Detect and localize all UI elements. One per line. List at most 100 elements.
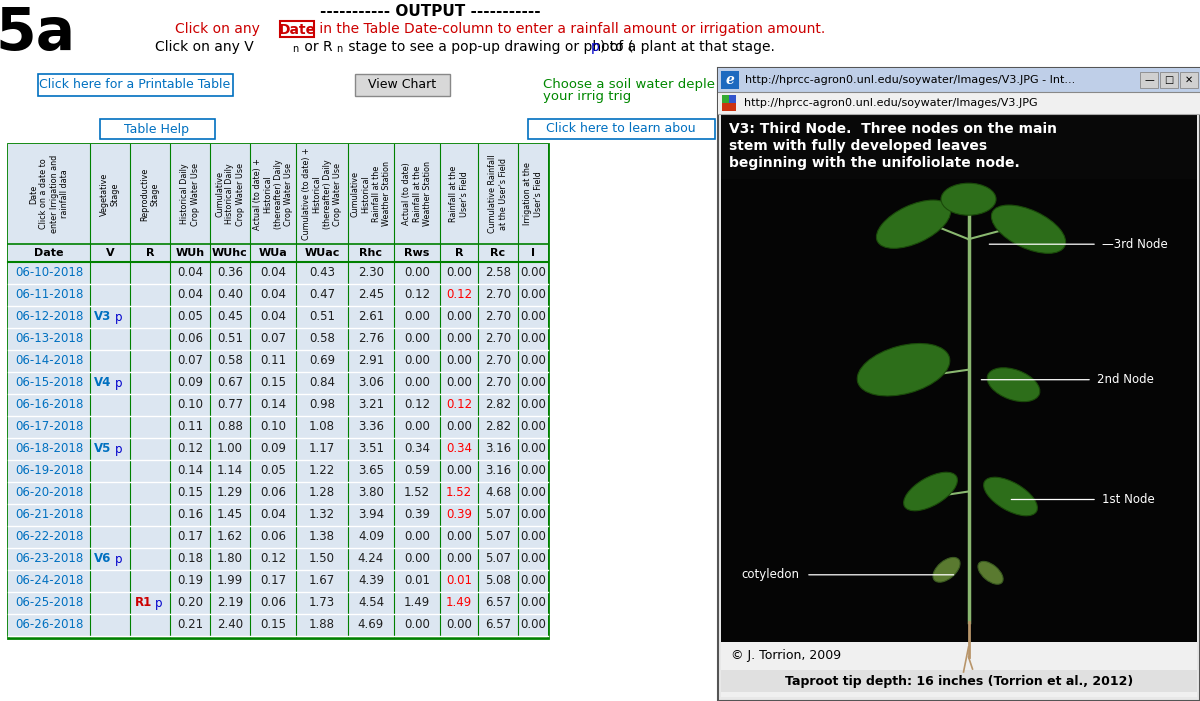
Text: 0.00: 0.00: [520, 465, 546, 477]
Text: Rc: Rc: [491, 248, 505, 258]
Bar: [718, 68, 1200, 92]
Text: 06-15-2018: 06-15-2018: [14, 376, 83, 390]
Text: 0.00: 0.00: [446, 531, 472, 543]
Ellipse shape: [876, 200, 950, 248]
Text: 0.04: 0.04: [260, 311, 286, 323]
Text: 1.32: 1.32: [308, 508, 335, 522]
Text: 0.00: 0.00: [404, 266, 430, 280]
Bar: [8, 438, 548, 460]
Text: 5.07: 5.07: [485, 508, 511, 522]
Text: 0.01: 0.01: [404, 575, 430, 587]
Text: 2.45: 2.45: [358, 289, 384, 301]
Text: 0.00: 0.00: [446, 465, 472, 477]
Ellipse shape: [904, 472, 958, 511]
Text: 0.06: 0.06: [260, 486, 286, 500]
Text: 5a: 5a: [0, 5, 76, 62]
Text: 06-11-2018: 06-11-2018: [14, 289, 83, 301]
Text: 0.00: 0.00: [446, 618, 472, 632]
Text: 0.88: 0.88: [217, 421, 242, 433]
Text: p: p: [155, 597, 163, 609]
Text: 0.00: 0.00: [520, 597, 546, 609]
Bar: [1140, 72, 1158, 88]
Bar: [8, 460, 548, 482]
Text: 06-16-2018: 06-16-2018: [14, 398, 83, 411]
Bar: [8, 614, 548, 636]
Text: 0.00: 0.00: [404, 421, 430, 433]
Bar: [8, 592, 548, 614]
Ellipse shape: [941, 183, 996, 215]
Text: 2.40: 2.40: [217, 618, 244, 632]
Text: WUac: WUac: [305, 248, 340, 258]
Text: 6.57: 6.57: [485, 597, 511, 609]
Text: 1.45: 1.45: [217, 508, 244, 522]
Text: p: p: [115, 442, 122, 456]
Text: Rhc: Rhc: [360, 248, 383, 258]
Ellipse shape: [991, 205, 1066, 253]
Text: WUa: WUa: [259, 248, 287, 258]
Text: Click on any: Click on any: [175, 22, 264, 36]
Text: 06-19-2018: 06-19-2018: [14, 465, 83, 477]
Text: 0.20: 0.20: [178, 597, 203, 609]
Text: 0.47: 0.47: [308, 289, 335, 301]
Text: 0.39: 0.39: [404, 508, 430, 522]
Text: 06-21-2018: 06-21-2018: [14, 508, 83, 522]
Text: 0.00: 0.00: [446, 266, 472, 280]
Bar: [8, 372, 548, 394]
Text: 0.07: 0.07: [260, 332, 286, 346]
Bar: [8, 504, 548, 526]
Text: http://hprcc-agron0.unl.edu/soywater/Images/V3.JPG - Int...: http://hprcc-agron0.unl.edu/soywater/Ima…: [745, 75, 1075, 85]
Text: 0.67: 0.67: [217, 376, 244, 390]
Text: 0.58: 0.58: [310, 332, 335, 346]
Bar: [721, 670, 1198, 692]
Text: 0.00: 0.00: [520, 355, 546, 367]
Text: http://hprcc-agron0.unl.edu/soywater/Images/V3.JPG: http://hprcc-agron0.unl.edu/soywater/Ima…: [744, 98, 1038, 108]
Text: 0.11: 0.11: [260, 355, 286, 367]
Text: R1: R1: [134, 597, 151, 609]
Text: 06-10-2018: 06-10-2018: [14, 266, 83, 280]
Text: 06-22-2018: 06-22-2018: [14, 531, 83, 543]
Bar: [722, 95, 736, 111]
Text: 0.59: 0.59: [404, 465, 430, 477]
Text: Vegetative
Stage: Vegetative Stage: [101, 172, 120, 216]
Text: V6: V6: [95, 552, 112, 566]
Text: 5.08: 5.08: [485, 575, 511, 587]
Text: 0.51: 0.51: [217, 332, 242, 346]
Text: 0.04: 0.04: [260, 508, 286, 522]
Bar: [38, 74, 233, 96]
Text: 1.22: 1.22: [308, 465, 335, 477]
Bar: [8, 416, 548, 438]
Text: 0.43: 0.43: [310, 266, 335, 280]
Text: 0.10: 0.10: [260, 421, 286, 433]
Text: 0.18: 0.18: [178, 552, 203, 566]
Text: 0.00: 0.00: [520, 398, 546, 411]
Text: R: R: [145, 248, 155, 258]
Text: Reproductive
Stage: Reproductive Stage: [140, 168, 160, 221]
Text: 06-18-2018: 06-18-2018: [14, 442, 83, 456]
Text: 2.91: 2.91: [358, 355, 384, 367]
Text: 0.00: 0.00: [446, 332, 472, 346]
Text: —3rd Node: —3rd Node: [1102, 238, 1168, 251]
Text: n: n: [292, 44, 299, 54]
Text: 0.00: 0.00: [520, 508, 546, 522]
Text: 0.17: 0.17: [176, 531, 203, 543]
Text: 1.28: 1.28: [308, 486, 335, 500]
Text: □: □: [1164, 75, 1174, 85]
Text: 2.70: 2.70: [485, 289, 511, 301]
Text: 0.58: 0.58: [217, 355, 242, 367]
Text: 2.82: 2.82: [485, 421, 511, 433]
Text: 0.36: 0.36: [217, 266, 242, 280]
Text: 0.10: 0.10: [178, 398, 203, 411]
Bar: [730, 95, 736, 103]
Text: Click here for a Printable Table: Click here for a Printable Table: [40, 79, 230, 92]
Text: 0.04: 0.04: [260, 289, 286, 301]
Text: 0.00: 0.00: [520, 575, 546, 587]
Text: V3: V3: [95, 311, 112, 323]
Text: 0.15: 0.15: [260, 376, 286, 390]
Text: 0.12: 0.12: [404, 398, 430, 411]
Text: 4.24: 4.24: [358, 552, 384, 566]
Text: 0.00: 0.00: [404, 355, 430, 367]
Text: Actual (to date) +
Historical
(thereafter) Daily
Crop Water Use: Actual (to date) + Historical (thereafte…: [253, 158, 293, 230]
Text: 1st Node: 1st Node: [1102, 493, 1154, 506]
Text: 0.77: 0.77: [217, 398, 244, 411]
Text: 1.99: 1.99: [217, 575, 244, 587]
